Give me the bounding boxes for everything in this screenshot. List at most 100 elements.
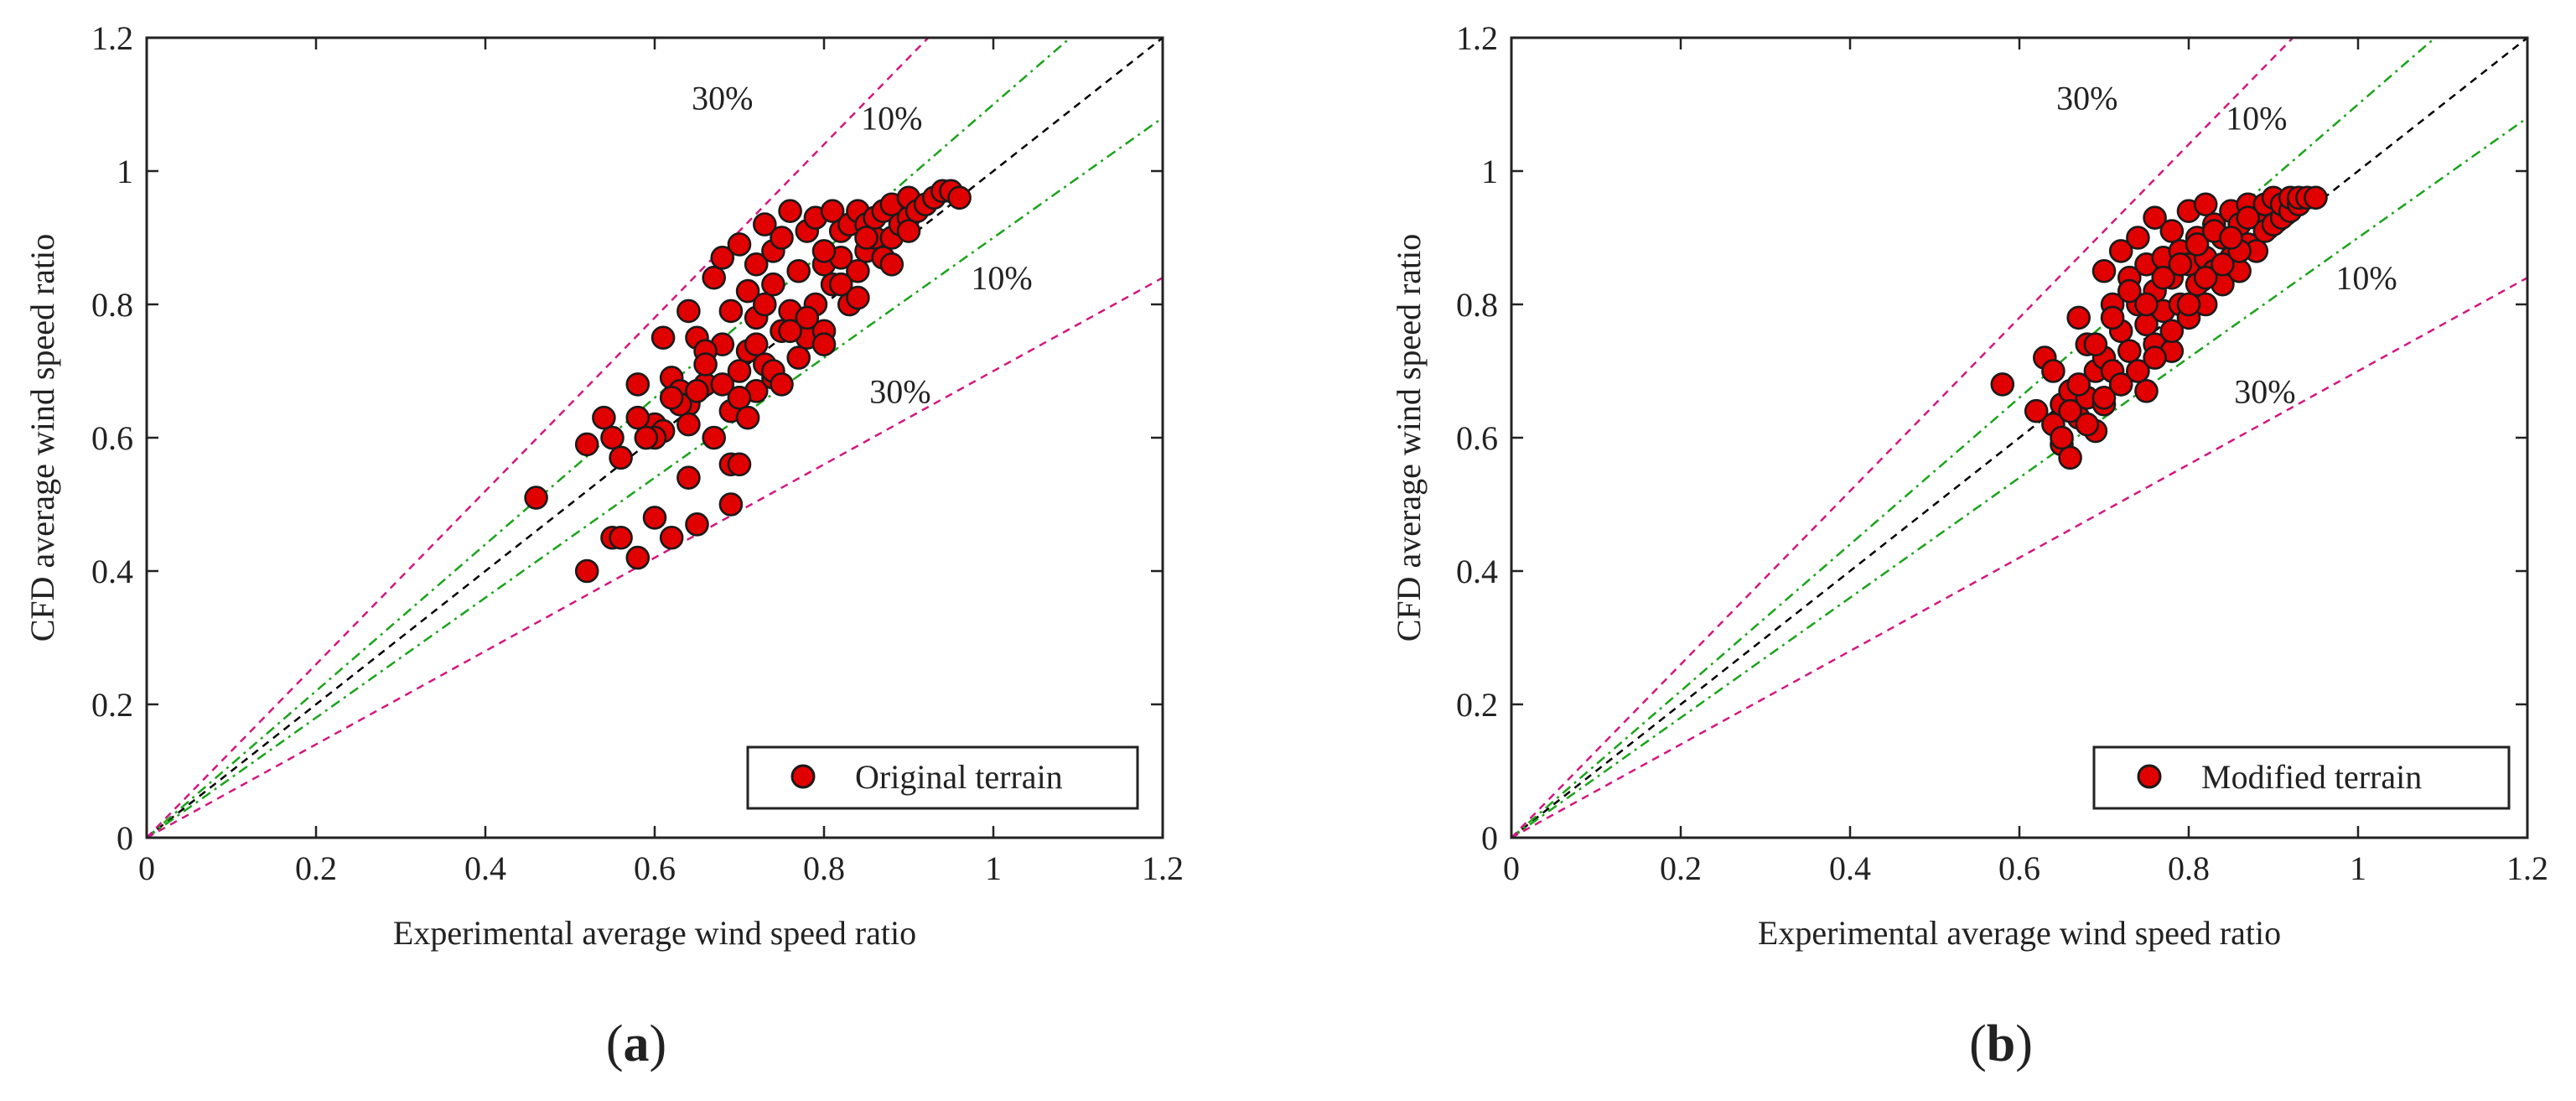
x-tick-label: 0.4 — [1829, 849, 1871, 887]
data-point — [702, 425, 727, 450]
data-point — [761, 272, 785, 297]
line-label-30pct: 30% — [869, 372, 930, 410]
data-point — [744, 252, 769, 277]
data-point — [2066, 372, 2091, 397]
data-point — [659, 385, 684, 410]
data-point — [727, 452, 752, 477]
axis-ticks: 0 0.2 0.4 0.6 0.8 1 1.2 0 0.2 0.4 0.6 0.8 1 1.2 — [91, 19, 1184, 887]
data-points — [1990, 185, 2328, 470]
data-point — [2134, 292, 2159, 317]
data-point — [727, 385, 752, 410]
data-point — [828, 272, 853, 297]
data-point — [702, 265, 727, 290]
data-point — [778, 319, 802, 344]
y-tick-label: 0.2 — [91, 686, 133, 724]
ref-line-minus10 — [1511, 117, 2527, 838]
data-point — [710, 246, 735, 270]
legend: Original terrain — [746, 745, 1139, 810]
data-point — [854, 226, 879, 250]
ref-line-minus30 — [147, 277, 1163, 838]
data-point — [795, 305, 820, 330]
data-point — [2134, 379, 2159, 403]
data-point — [2219, 226, 2243, 250]
line-labels: 30% 10% 10% 30% — [2056, 80, 2397, 411]
legend-marker — [2137, 764, 2162, 789]
data-point — [634, 425, 659, 450]
data-point — [2159, 319, 2185, 344]
data-point — [2143, 345, 2167, 370]
data-point — [879, 252, 904, 277]
data-point — [625, 372, 650, 397]
y-tick-label: 1.2 — [91, 19, 133, 57]
data-point — [676, 412, 701, 437]
x-axis-label: Experimental average wind speed ratio — [393, 914, 916, 952]
data-point — [524, 486, 548, 510]
y-tick-label: 1 — [1481, 153, 1498, 190]
data-point — [2091, 258, 2117, 283]
reference-lines — [1511, 38, 2527, 838]
line-label-10pct: 10% — [2335, 259, 2397, 297]
data-point — [820, 199, 845, 223]
data-points — [524, 179, 972, 584]
y-tick-label: 0.4 — [1456, 553, 1498, 590]
x-tick-label: 1.2 — [1142, 849, 1184, 887]
data-point — [625, 405, 650, 430]
line-label-30pct: 30% — [2056, 80, 2117, 117]
x-tick-label: 0.4 — [464, 849, 506, 887]
x-tick-label: 0.2 — [1660, 849, 1702, 887]
data-point — [2185, 232, 2210, 257]
data-point — [1990, 372, 2015, 397]
data-point — [2168, 252, 2193, 277]
data-point — [786, 258, 811, 283]
data-point — [2117, 278, 2142, 304]
legend-marker — [790, 764, 816, 789]
y-tick-label: 0 — [1481, 819, 1498, 857]
x-tick-label: 1 — [2350, 849, 2366, 887]
y-tick-label: 0.8 — [91, 286, 133, 324]
data-point — [811, 239, 837, 263]
data-point — [2091, 385, 2117, 410]
x-tick-label: 0 — [1503, 849, 1520, 887]
data-point — [2304, 185, 2328, 210]
data-point — [2159, 219, 2185, 243]
line-labels: 30% 10% 10% 30% — [692, 80, 1033, 411]
data-point — [2193, 265, 2218, 290]
x-tick-label: 1 — [985, 849, 1002, 887]
ref-line-plus30 — [147, 38, 930, 838]
data-point — [685, 379, 709, 403]
x-tick-label: 0.8 — [803, 849, 845, 887]
ref-line-plus10 — [1511, 38, 2436, 838]
data-point — [676, 465, 701, 491]
data-point — [574, 558, 599, 584]
data-point — [600, 425, 625, 450]
y-tick-label: 0 — [117, 819, 133, 857]
data-point — [752, 212, 777, 236]
data-point — [2058, 398, 2082, 423]
data-point — [2041, 359, 2065, 383]
ref-line-11 — [1511, 38, 2527, 838]
data-point — [2126, 359, 2150, 383]
y-tick-label: 0.2 — [1456, 686, 1498, 724]
data-point — [718, 492, 744, 517]
line-label-30pct: 30% — [2234, 372, 2295, 410]
panel-caption-letter: a — [624, 1015, 650, 1072]
data-point — [2211, 252, 2235, 277]
panel-b: 0 0.2 0.4 0.6 0.8 1 1.2 0 0.2 0.4 0.6 0.8 1 1.2 30% 10… — [1390, 19, 2548, 1072]
data-point — [846, 258, 870, 283]
data-point — [735, 278, 760, 304]
data-point — [752, 292, 777, 317]
x-tick-label: 0.2 — [295, 849, 337, 887]
data-point — [947, 185, 972, 210]
panel-caption: (b) — [1969, 1015, 2033, 1072]
data-point — [710, 372, 735, 397]
ref-line-plus30 — [1511, 38, 2294, 838]
data-point — [609, 525, 633, 550]
data-point — [659, 525, 684, 550]
data-point — [727, 232, 752, 257]
data-point — [609, 445, 633, 470]
line-label-10pct: 10% — [861, 99, 922, 137]
data-point — [2066, 305, 2091, 330]
data-point — [2100, 305, 2125, 330]
data-point — [811, 332, 837, 357]
